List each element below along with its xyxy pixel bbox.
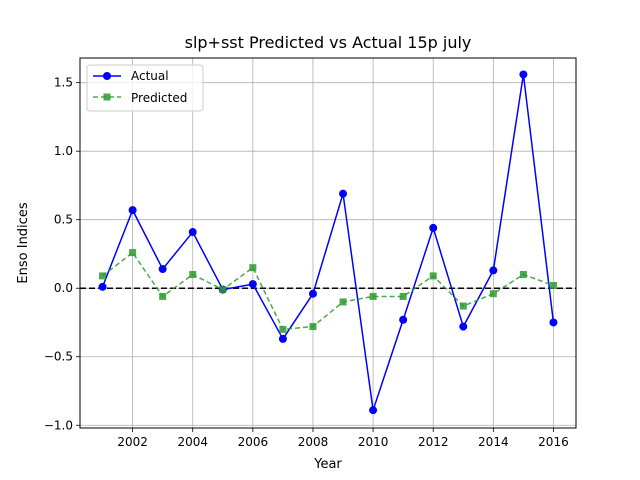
data-point-predicted bbox=[309, 323, 317, 331]
x-tick-label: 2002 bbox=[117, 435, 148, 449]
data-point-actual bbox=[519, 70, 528, 79]
data-point-predicted bbox=[339, 298, 347, 306]
x-tick-label: 2010 bbox=[358, 435, 389, 449]
y-axis-label: Enso Indices bbox=[16, 202, 31, 283]
data-point-predicted bbox=[519, 271, 527, 279]
x-tick-label: 2012 bbox=[418, 435, 449, 449]
data-point-actual bbox=[158, 265, 167, 274]
series-actual bbox=[98, 70, 558, 415]
data-point-actual bbox=[128, 206, 137, 215]
y-tick-label: −0.5 bbox=[44, 350, 73, 364]
data-point-predicted bbox=[429, 272, 437, 280]
data-point-predicted bbox=[399, 292, 407, 300]
data-point-predicted bbox=[129, 249, 137, 257]
x-axis-label: Year bbox=[313, 457, 342, 472]
y-axis-ticks: −1.0 −0.5 0.0 0.5 1.0 1.5 bbox=[44, 76, 80, 432]
data-point-actual bbox=[429, 223, 438, 232]
data-point-actual bbox=[188, 228, 197, 237]
data-point-actual bbox=[308, 289, 317, 298]
legend-actual-label: Actual bbox=[131, 69, 169, 83]
chart-title: slp+sst Predicted vs Actual 15p july bbox=[185, 33, 472, 52]
x-axis-ticks: 2002 2004 2006 2008 2010 2012 2014 2016 bbox=[117, 428, 569, 449]
series-layer bbox=[98, 70, 558, 415]
data-point-actual bbox=[369, 406, 378, 415]
y-tick-label: 1.5 bbox=[54, 76, 73, 90]
data-point-actual bbox=[339, 189, 348, 198]
series-predicted bbox=[99, 249, 557, 333]
x-tick-label: 2016 bbox=[538, 435, 569, 449]
y-tick-label: 0.0 bbox=[54, 281, 73, 295]
data-point-actual bbox=[399, 315, 408, 324]
data-point-predicted bbox=[219, 286, 227, 294]
data-point-actual bbox=[248, 280, 257, 289]
data-point-predicted bbox=[279, 325, 287, 333]
data-point-predicted bbox=[549, 281, 557, 289]
series-line-actual bbox=[101, 73, 555, 411]
data-point-predicted bbox=[189, 271, 197, 279]
x-tick-label: 2008 bbox=[298, 435, 329, 449]
data-point-predicted bbox=[459, 302, 467, 310]
series-line-predicted bbox=[102, 251, 554, 331]
y-tick-label: −1.0 bbox=[44, 418, 73, 432]
plot-frame bbox=[79, 57, 577, 429]
y-tick-label: 1.0 bbox=[54, 144, 73, 158]
x-tick-label: 2006 bbox=[238, 435, 269, 449]
legend: Actual Predicted bbox=[86, 64, 204, 112]
legend-predicted-label: Predicted bbox=[131, 91, 187, 105]
data-point-actual bbox=[98, 282, 107, 291]
data-point-predicted bbox=[249, 264, 257, 272]
data-point-actual bbox=[549, 318, 558, 327]
legend-predicted-marker bbox=[103, 93, 111, 101]
data-point-predicted bbox=[369, 292, 377, 300]
data-point-actual bbox=[278, 334, 287, 343]
data-point-predicted bbox=[99, 272, 107, 280]
x-tick-label: 2014 bbox=[478, 435, 509, 449]
legend-actual-marker bbox=[103, 72, 111, 80]
data-point-actual bbox=[489, 266, 498, 275]
data-point-predicted bbox=[159, 292, 167, 300]
y-tick-label: 0.5 bbox=[54, 213, 73, 227]
data-point-actual bbox=[459, 322, 468, 331]
data-point-predicted bbox=[489, 290, 497, 298]
x-tick-label: 2004 bbox=[177, 435, 208, 449]
